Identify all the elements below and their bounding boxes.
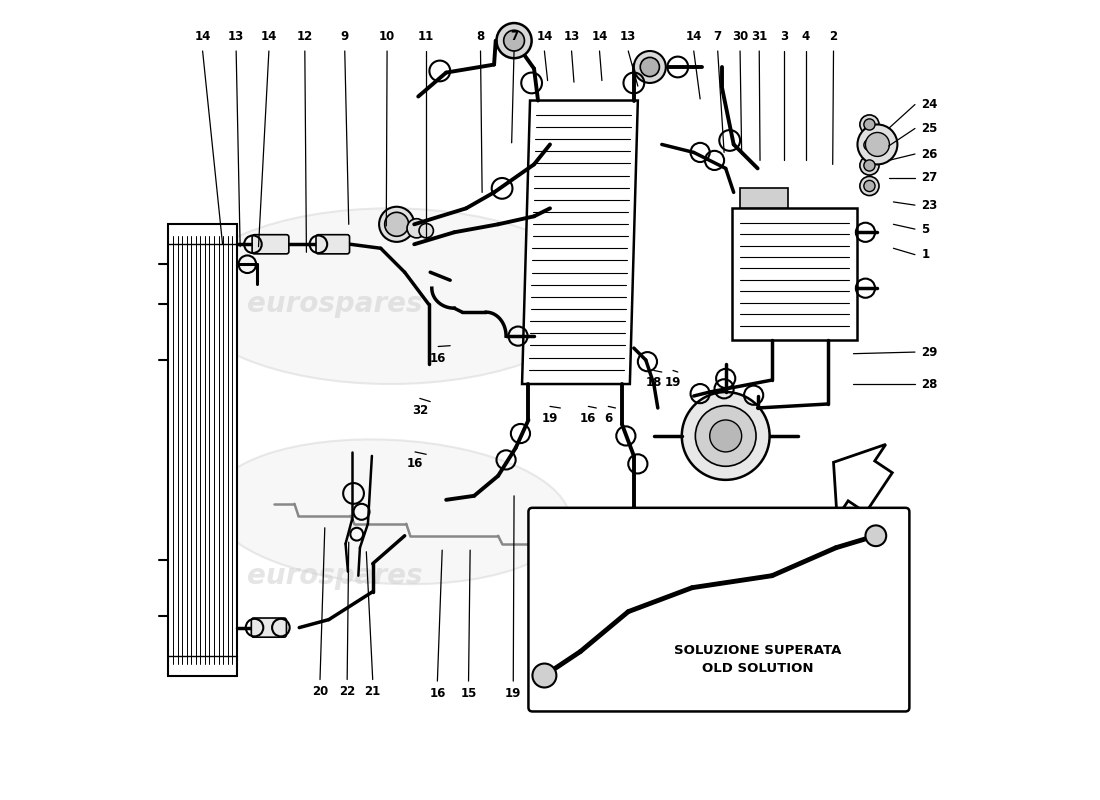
Text: 5: 5 (922, 222, 930, 235)
Text: 25: 25 (922, 122, 937, 135)
Polygon shape (834, 444, 892, 518)
Circle shape (532, 663, 557, 687)
Text: 10: 10 (379, 30, 395, 43)
Circle shape (682, 392, 770, 480)
Circle shape (710, 420, 741, 452)
Text: 28: 28 (922, 378, 937, 390)
Text: 16: 16 (580, 412, 596, 425)
Text: 8: 8 (476, 30, 485, 43)
Circle shape (860, 176, 879, 195)
Text: 22: 22 (339, 685, 355, 698)
Text: eurospares: eurospares (246, 290, 422, 318)
Text: 29: 29 (922, 346, 937, 358)
Circle shape (496, 23, 531, 58)
Text: 16: 16 (430, 352, 447, 365)
Text: 30: 30 (732, 30, 748, 43)
Text: 14: 14 (536, 30, 552, 43)
FancyBboxPatch shape (251, 618, 286, 637)
Ellipse shape (211, 439, 570, 584)
Circle shape (860, 156, 879, 175)
Text: 19: 19 (664, 376, 681, 389)
Text: 14: 14 (685, 30, 702, 43)
Circle shape (860, 115, 879, 134)
Text: 13: 13 (228, 30, 244, 43)
Text: 7: 7 (510, 30, 518, 43)
Circle shape (864, 139, 874, 150)
Text: 8: 8 (755, 530, 763, 542)
Text: 31: 31 (751, 30, 768, 43)
Circle shape (379, 206, 415, 242)
Polygon shape (522, 101, 638, 384)
Circle shape (866, 133, 890, 157)
Ellipse shape (183, 208, 598, 384)
Circle shape (864, 180, 874, 191)
Text: 16: 16 (429, 686, 446, 699)
Bar (733, 208, 858, 340)
Circle shape (385, 212, 408, 236)
Text: 27: 27 (922, 171, 937, 185)
Circle shape (640, 58, 659, 77)
Text: SOLUZIONE SUPERATA
OLD SOLUTION: SOLUZIONE SUPERATA OLD SOLUTION (674, 644, 842, 675)
Circle shape (407, 218, 426, 238)
Text: 15: 15 (461, 686, 476, 699)
Circle shape (504, 30, 525, 51)
Text: 32: 32 (411, 404, 428, 417)
Text: 13: 13 (563, 30, 580, 43)
Bar (168, 224, 236, 675)
Text: 4: 4 (802, 30, 810, 43)
FancyBboxPatch shape (316, 234, 350, 254)
Text: 19: 19 (542, 412, 558, 425)
Text: 23: 23 (922, 198, 937, 212)
Text: 18: 18 (646, 376, 662, 389)
Text: 1: 1 (922, 248, 930, 261)
Text: 17: 17 (537, 686, 553, 699)
Text: 9: 9 (341, 30, 349, 43)
Text: 6: 6 (604, 412, 613, 425)
Text: 20: 20 (312, 685, 328, 698)
Bar (740, 188, 788, 208)
FancyBboxPatch shape (252, 234, 289, 254)
Text: 11: 11 (418, 30, 434, 43)
Text: 3: 3 (780, 30, 788, 43)
FancyBboxPatch shape (528, 508, 910, 711)
Circle shape (866, 526, 887, 546)
Text: eurospares: eurospares (246, 562, 422, 590)
Text: 14: 14 (592, 30, 607, 43)
Text: 2: 2 (829, 30, 837, 43)
Circle shape (864, 119, 874, 130)
Text: 21: 21 (364, 685, 381, 698)
Text: 14: 14 (261, 30, 277, 43)
Text: 9: 9 (616, 558, 625, 570)
Text: 12: 12 (297, 30, 313, 43)
Text: eurospares: eurospares (566, 562, 741, 590)
Circle shape (695, 406, 756, 466)
Text: 14: 14 (195, 30, 211, 43)
Circle shape (634, 51, 665, 83)
Circle shape (858, 125, 898, 165)
Text: 13: 13 (620, 30, 637, 43)
Text: 26: 26 (922, 147, 937, 161)
Circle shape (860, 135, 879, 154)
Text: 7: 7 (714, 30, 722, 43)
Text: 24: 24 (922, 98, 937, 111)
Circle shape (419, 223, 433, 238)
Circle shape (864, 160, 874, 171)
Text: 19: 19 (572, 686, 588, 699)
Text: 16: 16 (407, 458, 424, 470)
Text: 19: 19 (505, 686, 521, 699)
